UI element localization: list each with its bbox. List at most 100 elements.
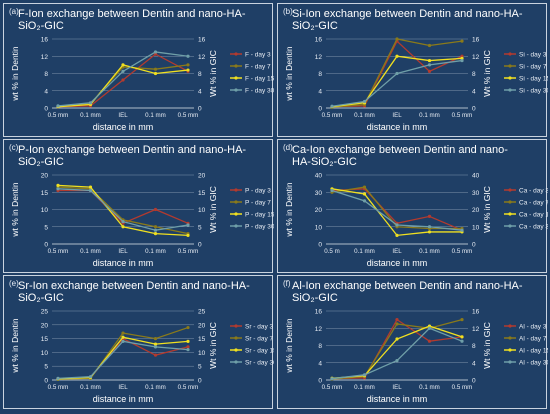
y2-tick-label: 0 [472, 106, 476, 113]
y2-axis-label: Wt % in GIC [208, 322, 218, 369]
x-tick-label: 0.5 mm [48, 384, 69, 391]
x-axis-label: distance in mm [367, 394, 428, 404]
chart-title: Ca-Ion exchange between Dentin and nano-… [292, 144, 508, 168]
y-tick-label: 0 [318, 378, 322, 385]
data-point [362, 199, 367, 203]
series-line [331, 327, 463, 380]
data-point [56, 183, 60, 187]
x-axis-label: distance in mm [367, 122, 428, 132]
legend-marker [234, 200, 238, 204]
legend-marker [508, 324, 512, 328]
data-point [186, 325, 190, 330]
data-point [395, 318, 399, 322]
series-line [331, 318, 463, 380]
x-tick-label: 0.1 mm [354, 248, 375, 255]
y-tick-label: 8 [318, 343, 322, 350]
data-point [427, 69, 432, 73]
y2-axis-label: Wt % in GIC [208, 50, 218, 97]
legend-label: P - day 7 [245, 199, 271, 206]
data-point [395, 337, 399, 341]
panel-letter: (e) [9, 279, 19, 288]
legend-marker [234, 76, 238, 80]
y2-axis-label: Wt % in GIC [482, 186, 492, 233]
legend-marker [234, 88, 238, 92]
data-point [395, 37, 399, 41]
data-point [88, 188, 93, 193]
legend-marker [508, 64, 512, 68]
legend-marker [508, 88, 512, 92]
y2-tick-label: 0 [472, 378, 476, 385]
legend-marker [234, 52, 238, 56]
data-point [395, 71, 399, 76]
legend-marker [234, 336, 238, 340]
data-point [427, 63, 432, 67]
data-point [427, 43, 432, 48]
data-point [153, 345, 158, 349]
legend-label: Al - day 15 [519, 347, 548, 354]
y-tick-label: 4 [318, 360, 322, 367]
y2-tick-label: 30 [472, 190, 480, 197]
legend-marker [508, 200, 512, 204]
legend-label: Sr - day 7 [245, 335, 274, 342]
line-chart: 0 0 5 5 10 10 15 15 20 20 25 25 0.5 mm 0.1 mm IEL 0.1 m… [10, 309, 274, 405]
series-line [331, 55, 463, 108]
y-tick-label: 10 [41, 207, 49, 214]
data-point [427, 214, 432, 218]
legend-marker [508, 188, 512, 192]
x-tick-label: 0.5 mm [178, 384, 199, 391]
y2-tick-label: 15 [198, 336, 206, 343]
legend-label: F - day 3 [245, 51, 271, 58]
panel-letter: (b) [283, 7, 293, 16]
y-tick-label: 30 [315, 190, 323, 197]
chart-panel-b: (b) Si-Ion exchange between Dentin and na… [277, 3, 548, 137]
x-tick-label: 0.1 mm [80, 248, 101, 255]
series-line [331, 59, 463, 107]
data-point [153, 225, 158, 229]
y-tick-label: 5 [44, 364, 48, 371]
legend-label: F - day 30 [245, 87, 274, 94]
legend-label: Ca - day 7 [519, 199, 548, 206]
data-point [460, 339, 464, 343]
y-tick-label: 4 [44, 88, 48, 95]
y2-tick-label: 0 [198, 378, 202, 385]
y2-tick-label: 20 [198, 173, 206, 180]
chart-panel-e: (e) Sr-Ion exchange between Dentin and na… [3, 275, 274, 409]
y-tick-label: 8 [44, 71, 48, 78]
line-chart: 0 0 10 10 20 20 30 30 40 40 0.5 m 0.1 mm IEL 0.1 mm 0.… [284, 173, 548, 269]
data-point [460, 318, 464, 322]
data-point [186, 63, 190, 67]
y-tick-label: 0 [44, 106, 48, 113]
data-point [362, 373, 367, 377]
legend-label: Sr - day 30 [245, 359, 274, 366]
y2-tick-label: 12 [472, 54, 480, 61]
data-point [121, 225, 125, 229]
series-line [57, 326, 189, 380]
data-point [88, 101, 93, 105]
data-point [330, 188, 334, 193]
legend-marker [234, 224, 238, 228]
y-tick-label: 16 [315, 37, 323, 44]
y-tick-label: 12 [315, 326, 323, 333]
legend-label: P - day 30 [245, 223, 274, 230]
x-tick-label: IEL [118, 248, 128, 255]
y2-axis-label: Wt % in GIC [482, 322, 492, 369]
legend-label: F - day 15 [245, 75, 274, 82]
data-point [56, 376, 60, 380]
x-tick-label: 0.1 mm [145, 384, 166, 391]
y2-tick-label: 4 [198, 88, 202, 95]
legend-marker [508, 52, 512, 56]
legend-marker [508, 348, 512, 352]
y2-tick-label: 15 [198, 190, 206, 197]
y2-tick-label: 25 [198, 309, 206, 316]
data-point [186, 223, 190, 227]
y-tick-label: 8 [318, 71, 322, 78]
x-tick-label: 0.1 mm [354, 384, 375, 391]
y2-tick-label: 0 [198, 242, 202, 249]
data-point [395, 223, 399, 227]
x-tick-label: 0.5 mm [452, 112, 473, 119]
x-tick-label: 0.1 mm [80, 112, 101, 119]
panel-letter: (d) [283, 143, 293, 152]
chart-panel-c: (c) P-Ion exchange between Dentin and nan… [3, 139, 274, 273]
panel-letter: (a) [9, 7, 19, 16]
